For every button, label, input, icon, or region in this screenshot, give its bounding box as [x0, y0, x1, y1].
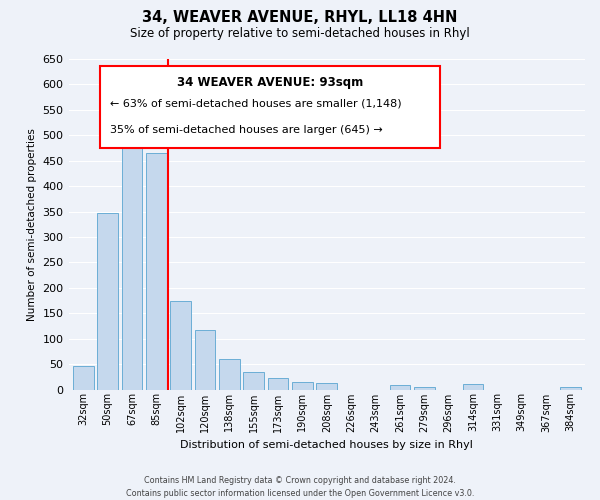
X-axis label: Distribution of semi-detached houses by size in Rhyl: Distribution of semi-detached houses by …: [181, 440, 473, 450]
Bar: [122, 118, 142, 390]
Bar: [316, 384, 337, 390]
Bar: [97, 212, 118, 390]
Text: 34, WEAVER AVENUE, RHYL, LL18 4HN: 34, WEAVER AVENUE, RHYL, LL18 4HN: [142, 10, 458, 25]
Text: Size of property relative to semi-detached houses in Rhyl: Size of property relative to semi-detach…: [130, 28, 470, 40]
Text: 35% of semi-detached houses are larger (645) →: 35% of semi-detached houses are larger (…: [110, 125, 383, 135]
Bar: [73, 366, 94, 390]
Text: 34 WEAVER AVENUE: 93sqm: 34 WEAVER AVENUE: 93sqm: [177, 76, 363, 88]
Bar: [244, 372, 264, 390]
Bar: [560, 387, 581, 390]
Bar: [194, 330, 215, 390]
Text: Contains HM Land Registry data © Crown copyright and database right 2024.
Contai: Contains HM Land Registry data © Crown c…: [126, 476, 474, 498]
Y-axis label: Number of semi-detached properties: Number of semi-detached properties: [27, 128, 37, 320]
Bar: [389, 386, 410, 390]
FancyBboxPatch shape: [100, 66, 440, 148]
Bar: [146, 153, 167, 390]
Bar: [292, 382, 313, 390]
Bar: [463, 384, 483, 390]
Bar: [170, 300, 191, 390]
Bar: [414, 387, 434, 390]
Text: ← 63% of semi-detached houses are smaller (1,148): ← 63% of semi-detached houses are smalle…: [110, 98, 401, 108]
Bar: [219, 359, 239, 390]
Bar: [268, 378, 289, 390]
